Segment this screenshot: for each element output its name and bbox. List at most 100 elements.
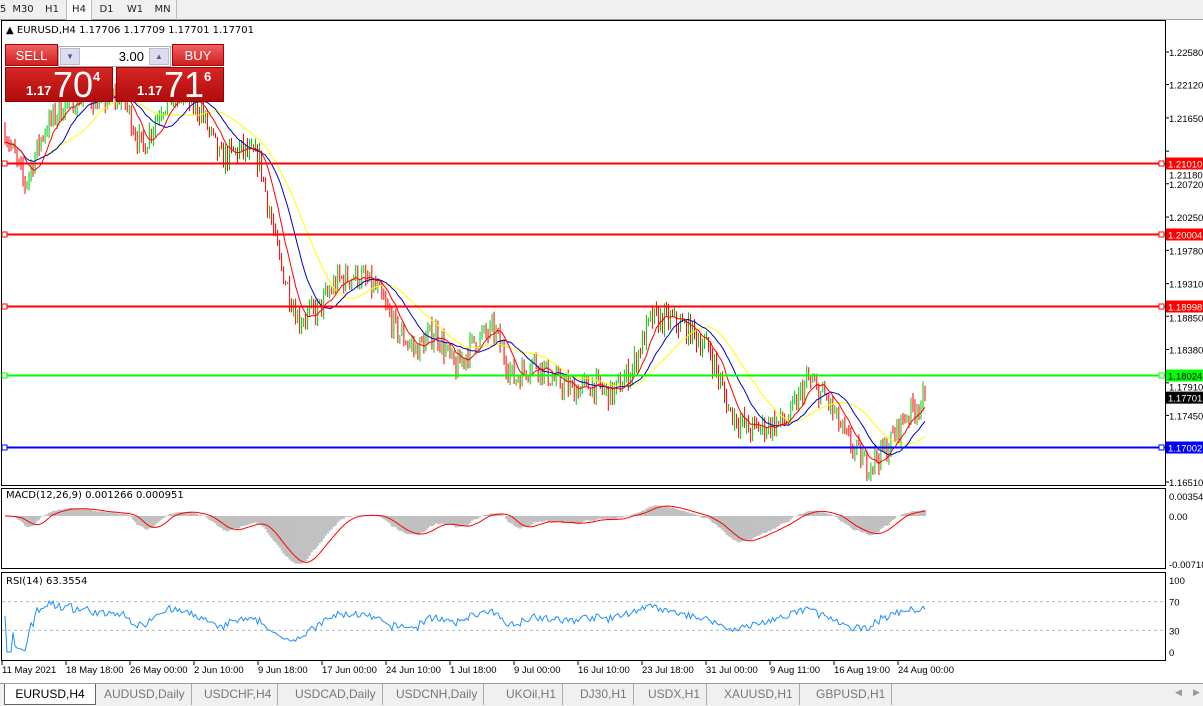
price-tick-label: 1.18850 (1169, 314, 1203, 325)
symbol-ohlc-label: ▲ EURUSD,H4 1.17706 1.17709 1.17701 1.17… (6, 25, 254, 36)
date-tick-label: 2 Jun 10:00 (194, 665, 244, 676)
chart-tab[interactable]: GBPUSD,H1 (810, 684, 893, 705)
hline-price-label: 1.20004 (1168, 231, 1202, 242)
timeframe-toolbar: 5 M30 H1 H4 D1 W1 MN (0, 0, 1203, 20)
line-handle[interactable] (1, 303, 8, 310)
macd-tick-label: 0.00 (1169, 512, 1188, 523)
chart-tab[interactable]: XAUUSD,H1 (718, 684, 800, 705)
scroll-left-icon[interactable]: ◀ (1175, 688, 1182, 698)
price-tick-label: 1.18380 (1169, 346, 1203, 357)
decrease-lot-button[interactable]: ▼ (60, 48, 80, 65)
rsi-tick-label: 100 (1169, 576, 1185, 587)
macd-label: MACD(12,26,9) 0.001266 0.000951 (6, 490, 184, 501)
date-tick-label: 24 Jun 10:00 (386, 665, 441, 676)
date-tick-label: 24 Aug 00:00 (898, 665, 954, 676)
lot-size-stepper: ▼ ▲ (58, 46, 171, 67)
date-tick-label: 1 Jul 18:00 (450, 665, 496, 676)
hline-price-label-bg (1166, 157, 1203, 170)
hline-price-label: 1.17002 (1168, 444, 1202, 455)
scroll-right-icon[interactable]: ▶ (1193, 688, 1200, 698)
price-tick-label: 1.22120 (1169, 81, 1203, 92)
line-handle[interactable] (1158, 231, 1165, 238)
timeframe-m5-button[interactable]: 5 (0, 4, 7, 15)
price-tick-label: 1.20250 (1169, 213, 1203, 224)
chart-tab[interactable]: AUDUSD,Daily (98, 684, 192, 705)
price-tick-label: 1.17450 (1169, 411, 1203, 422)
collapse-triangle-icon[interactable]: ▲ (6, 25, 17, 36)
date-tick-label: 9 Aug 11:00 (770, 665, 820, 676)
date-tick-label: 17 Jun 00:00 (322, 665, 377, 676)
timeframe-h1-button[interactable]: H1 (45, 4, 59, 15)
price-tick-label: 1.19780 (1169, 246, 1203, 257)
rsi-line (4, 599, 926, 653)
symbol-ohlc-text: EURUSD,H4 1.17706 1.17709 1.17701 1.1770… (16, 25, 255, 36)
sell-price-fraction: 4 (93, 69, 101, 84)
buy-button[interactable]: BUY (172, 44, 224, 66)
line-handle[interactable] (1158, 372, 1165, 379)
line-handle[interactable] (1158, 160, 1165, 167)
price-tick-label: 1.19310 (1169, 280, 1203, 291)
date-tick-label: 18 May 18:00 (66, 665, 124, 676)
line-handle[interactable] (1, 231, 8, 238)
line-handle[interactable] (1, 372, 8, 379)
price-tick-label: 1.22580 (1169, 48, 1203, 59)
chart-tab[interactable]: USDCAD,Daily (289, 684, 383, 705)
chart-tab[interactable]: DJ30,H1 (574, 684, 634, 705)
increase-lot-button[interactable]: ▲ (149, 48, 169, 65)
buy-price-pips: 71 (164, 64, 205, 105)
chart-tab[interactable]: UKOil,H1 (500, 684, 564, 705)
chart-tab[interactable]: USDX,H1 (642, 684, 708, 705)
macd-signal-line (4, 505, 926, 563)
ma-fast-line (4, 94, 926, 465)
ma-slow-line (4, 98, 926, 445)
line-handle[interactable] (1158, 303, 1165, 310)
sell-price-pips: 70 (53, 64, 94, 105)
timeframe-mn-button[interactable]: MN (149, 0, 177, 20)
line-handle[interactable] (1, 444, 8, 451)
price-tick-label: 1.16510 (1169, 478, 1203, 489)
chart-tab[interactable]: USDCNH,Daily (390, 684, 485, 705)
chart-tabs: EURUSD,H4 AUDUSD,Daily USDCHF,H4 USDCAD,Dai… (0, 683, 1203, 706)
timeframe-d1-button[interactable]: D1 (99, 4, 114, 15)
date-tick-label: 26 May 00:00 (130, 665, 188, 676)
date-tick-label: 11 May 2021 (2, 665, 56, 676)
price-tick-label: 1.17910 (1169, 383, 1203, 394)
timeframe-w1-button[interactable]: W1 (126, 4, 144, 15)
hline-price-label: 1.18998 (1168, 303, 1202, 314)
macd-tick-label: -0.00718 (1169, 560, 1203, 571)
lot-size-input[interactable] (83, 48, 147, 65)
rsi-tick-label: 30 (1169, 626, 1180, 637)
timeframe-h4-button[interactable]: H4 (66, 0, 92, 20)
buy-price-fraction: 6 (204, 69, 212, 84)
rsi-label: RSI(14) 63.3554 (6, 576, 88, 587)
date-tick-label: 16 Jul 10:00 (578, 665, 630, 676)
date-tick-label: 9 Jul 00:00 (514, 665, 560, 676)
line-handle[interactable] (1, 160, 8, 167)
date-tick-label: 9 Jun 18:00 (258, 665, 308, 676)
chart-tab[interactable]: USDCHF,H4 (198, 684, 279, 705)
chart-tab[interactable]: EURUSD,H4 (4, 684, 96, 705)
price-tick-label: 1.21180 (1169, 171, 1203, 182)
macd-tick-label: 0.003547 (1169, 492, 1203, 503)
price-tick-label: 1.20720 (1169, 180, 1203, 191)
ma-mid-line (4, 95, 926, 456)
hline-price-label-bg (1166, 228, 1203, 241)
hline-price-label-bg (1166, 300, 1203, 313)
sell-button[interactable]: SELL (5, 44, 58, 66)
current-price-label: 1.17701 (1168, 394, 1202, 405)
sell-price-box[interactable]: 1.17 70 4 (5, 64, 113, 105)
date-tick-label: 16 Aug 19:00 (834, 665, 890, 676)
hline-price-label-bg (1166, 369, 1203, 382)
date-tick-label: 31 Jul 00:00 (706, 665, 758, 676)
rsi-tick-label: 70 (1169, 598, 1180, 609)
current-price-label-bg (1166, 391, 1203, 404)
buy-price-box[interactable]: 1.17 71 6 (116, 64, 224, 105)
hline-price-label-bg (1166, 441, 1203, 454)
sell-price-prefix: 1.17 (26, 83, 52, 98)
rsi-pane-frame (1, 572, 1166, 661)
hline-price-label: 1.21010 (1168, 160, 1202, 171)
line-handle[interactable] (1158, 444, 1165, 451)
timeframe-m30-button[interactable]: M30 (12, 4, 34, 15)
macd-pane-frame (1, 488, 1166, 569)
